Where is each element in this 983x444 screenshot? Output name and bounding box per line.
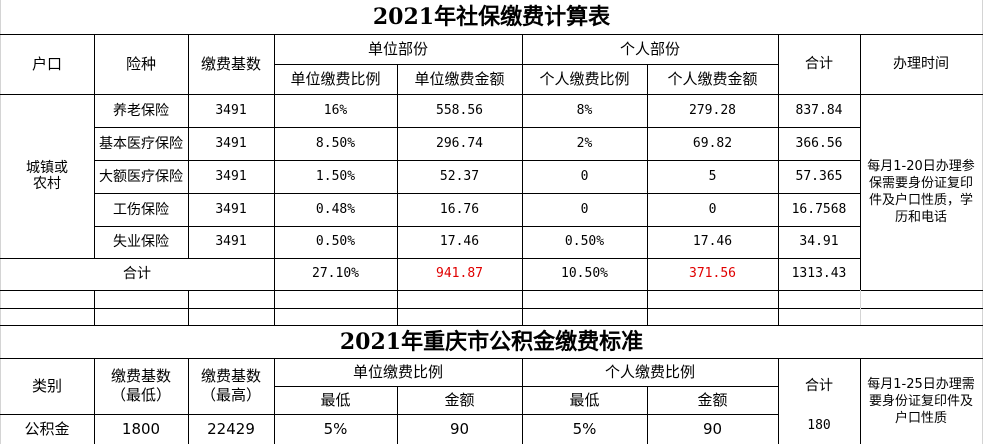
row-employer-ratio: 0.50% <box>315 234 356 249</box>
row2-personal-min: 5% <box>572 420 597 438</box>
sum-personal-ratio: 10.50% <box>561 266 608 281</box>
row-personal-ratio: 0 <box>580 168 589 184</box>
row-base: 3491 <box>215 102 247 118</box>
header2-personal-amount: 金额 <box>697 391 728 409</box>
row-personal-amount: 279.28 <box>689 102 736 118</box>
header-base-min: 缴费基数 （最低） <box>110 367 171 404</box>
row-base: 3491 <box>215 135 247 151</box>
header2-personal-ratio: 个人缴费比例 <box>604 363 695 381</box>
table1-title: 2021年社保缴费计算表 <box>372 4 611 30</box>
header2-personal-min: 最低 <box>569 391 600 409</box>
row-insurance-type: 工伤保险 <box>113 201 169 218</box>
row-employer-amount: 296.74 <box>436 135 483 151</box>
row-employer-amount: 17.46 <box>439 234 480 249</box>
row-total: 366.56 <box>795 135 843 151</box>
header-base: 缴费基数 <box>200 55 261 73</box>
row2-total: 180 <box>807 418 831 433</box>
sum-label: 合计 <box>123 266 151 282</box>
header-employer-amount: 单位缴费金额 <box>414 70 505 88</box>
row-total: 34.91 <box>799 234 839 249</box>
row-insurance-type: 失业保险 <box>113 234 169 250</box>
row2-base-min: 1800 <box>121 420 161 438</box>
row-employer-ratio: 1.50% <box>315 168 356 184</box>
header-base-max: 缴费基数 （最高） <box>200 367 261 404</box>
header2-employer-min: 最低 <box>320 391 351 409</box>
row-insurance-type: 基本医疗保险 <box>99 135 183 152</box>
sum-employer-amount: 941.87 <box>436 266 483 281</box>
header-hukou: 户口 <box>31 55 62 73</box>
row-personal-ratio: 0.50% <box>564 234 605 249</box>
row-employer-ratio: 8.50% <box>315 135 356 151</box>
header2-employer-ratio: 单位缴费比例 <box>352 363 443 381</box>
row-employer-ratio: 16% <box>323 102 348 118</box>
header-personal-ratio: 个人缴费比例 <box>539 70 630 88</box>
table2-title: 2021年重庆市公积金缴费标准 <box>339 328 644 355</box>
row2-category: 公积金 <box>24 420 70 438</box>
row-personal-ratio: 2% <box>576 135 593 151</box>
header-category: 类别 <box>31 377 62 395</box>
row-insurance-type: 养老保险 <box>113 102 169 119</box>
row-personal-amount: 17.46 <box>692 234 733 249</box>
header-employer-ratio: 单位缴费比例 <box>290 70 381 88</box>
row-base: 3491 <box>215 168 247 184</box>
row-employer-amount: 558.56 <box>436 102 483 118</box>
row-personal-ratio: 0 <box>580 201 589 217</box>
header-total: 合计 <box>805 56 833 72</box>
row-personal-amount: 69.82 <box>692 135 733 151</box>
hukou-value: 城镇或 农村 <box>26 160 68 192</box>
row-total: 837.84 <box>795 102 843 118</box>
row2-employer-min: 5% <box>323 420 348 438</box>
header2-employer-amount: 金额 <box>444 391 475 409</box>
sum-total: 1313.43 <box>791 266 847 281</box>
row-total: 57.365 <box>795 168 843 184</box>
row-base: 3491 <box>215 201 247 217</box>
processing-note: 每月1-20日办理参保需要身份证复印件及户口性质，学历和电话 <box>867 159 975 225</box>
row2-employer-amount: 90 <box>449 420 470 438</box>
row-employer-ratio: 0.48% <box>315 201 356 217</box>
header-insurance-type: 险种 <box>125 55 156 73</box>
header-processing-time: 办理时间 <box>893 56 949 72</box>
header-personal-group: 个人部份 <box>619 40 680 58</box>
row-employer-amount: 16.76 <box>439 201 480 217</box>
row-total: 16.7568 <box>791 201 847 217</box>
header2-total: 合计 <box>805 378 833 394</box>
row-personal-amount: 0 <box>708 201 717 217</box>
processing-note-2: 每月1-25日办理需要身份证复印件及户口性质 <box>867 376 975 426</box>
row-personal-ratio: 8% <box>576 102 593 118</box>
header-employer-group: 单位部份 <box>367 40 428 58</box>
row2-personal-amount: 90 <box>702 420 723 438</box>
row-employer-amount: 52.37 <box>439 168 480 184</box>
row-personal-amount: 5 <box>708 168 717 184</box>
row-base: 3491 <box>215 234 247 249</box>
sum-employer-ratio: 27.10% <box>312 266 359 281</box>
sum-personal-amount: 371.56 <box>689 266 736 281</box>
header-personal-amount: 个人缴费金额 <box>667 70 758 88</box>
row-insurance-type: 大额医疗保险 <box>99 168 183 185</box>
row2-base-max: 22429 <box>207 420 255 438</box>
